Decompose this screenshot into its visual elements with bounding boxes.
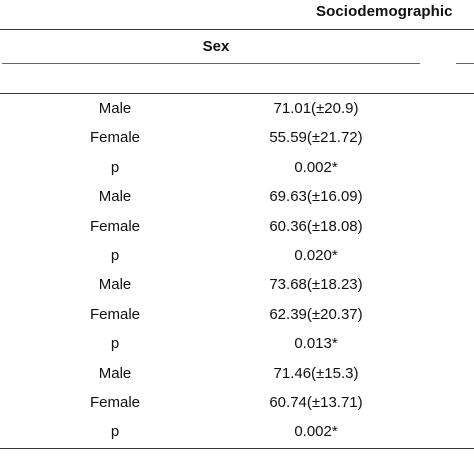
row-label: Male (98, 188, 132, 206)
table-row: Male 71.01(±20.9) (0, 95, 474, 124)
row-label: Female (89, 305, 141, 323)
table-body: Male 71.01(±20.9) Female 55.59(±21.72) p… (0, 95, 474, 448)
table-row: Female 60.36(±18.08) (0, 213, 474, 242)
table-row: Male 73.68(±18.23) (0, 271, 474, 300)
row-value: 69.63(±16.09) (269, 188, 363, 206)
row-label: p (110, 158, 120, 176)
row-label: p (110, 335, 120, 353)
row-value: 73.68(±18.23) (269, 276, 363, 294)
header-bottom-rule (0, 93, 474, 94)
table-row: p 0.002* (0, 418, 474, 447)
header-underline-left (2, 63, 420, 64)
row-value: 0.002* (294, 423, 338, 441)
row-value: 0.002* (294, 158, 338, 176)
row-label: p (110, 246, 120, 264)
table-row: Female 60.74(±13.71) (0, 389, 474, 418)
table-row: p 0.013* (0, 330, 474, 359)
table-row: p 0.002* (0, 154, 474, 183)
row-value: 60.74(±13.71) (269, 393, 363, 411)
row-value: 60.36(±18.08) (269, 217, 363, 235)
bottom-rule (0, 448, 474, 449)
table-row: Female 55.59(±21.72) (0, 124, 474, 153)
row-label: Male (98, 364, 132, 382)
top-rule (0, 29, 474, 30)
row-value: 71.46(±15.3) (273, 364, 359, 382)
row-value: 71.01(±20.9) (273, 100, 359, 117)
table-row: p 0.020* (0, 242, 474, 271)
row-label: Male (98, 100, 132, 117)
row-label: Female (89, 129, 141, 147)
row-label: Female (89, 393, 141, 411)
row-label: Female (89, 217, 141, 235)
table-row: Male 69.63(±16.09) (0, 183, 474, 212)
row-value: 55.59(±21.72) (269, 129, 363, 147)
row-label: Male (98, 276, 132, 294)
header-underline-right (456, 63, 474, 64)
table-title: Sociodemographic (316, 3, 453, 20)
table-row: Male 71.46(±15.3) (0, 360, 474, 389)
row-value: 0.020* (294, 246, 338, 264)
row-value: 62.39(±20.37) (269, 305, 363, 323)
sex-column-header: Sex (202, 38, 230, 55)
table-row: Female 62.39(±20.37) (0, 301, 474, 330)
row-label: p (110, 423, 120, 441)
row-value: 0.013* (294, 335, 338, 353)
